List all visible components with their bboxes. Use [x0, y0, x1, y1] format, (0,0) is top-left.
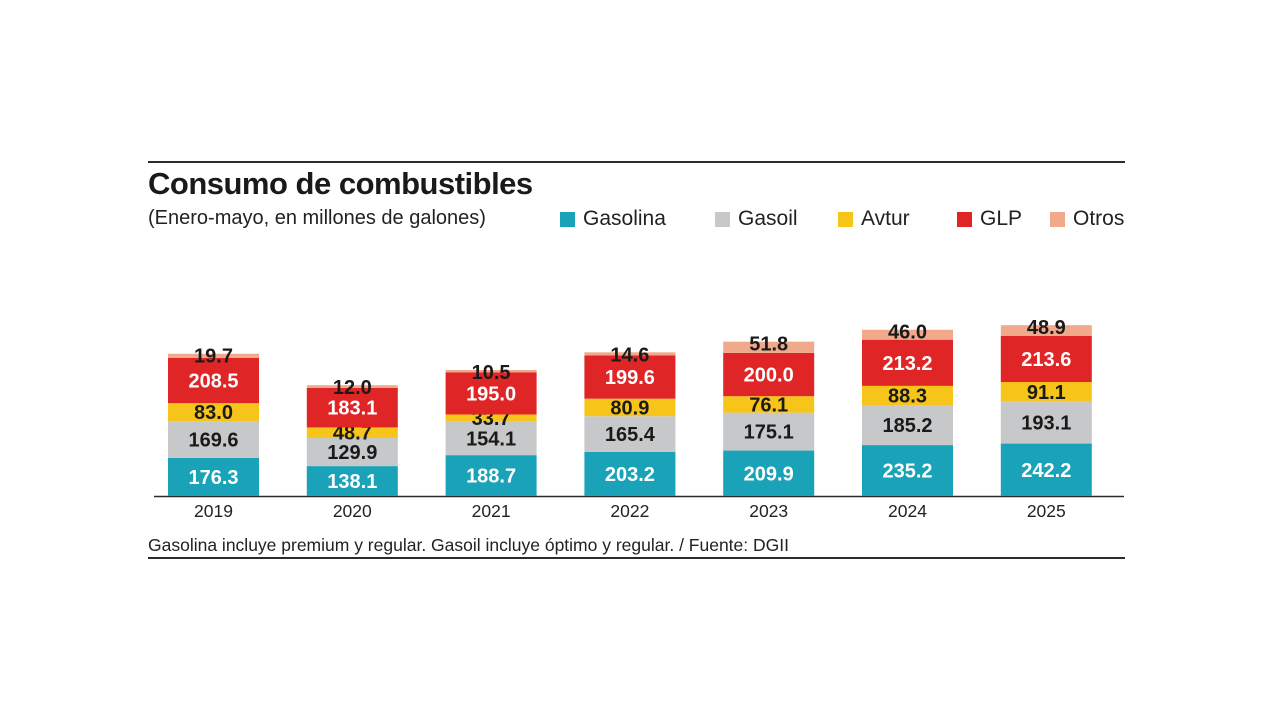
bar-segment-otros-2020 — [306, 385, 398, 388]
bar-segment-gasolina-2022 — [584, 452, 676, 496]
data-label-avtur-2024: 88.3 — [888, 385, 927, 407]
bar-segment-gasolina-2020 — [306, 466, 398, 496]
data-label-gasoil-2025: 193.1 — [1021, 413, 1071, 435]
bar-segment-gasoil-2021 — [445, 421, 537, 456]
legend-item-otros: Otros — [1050, 207, 1124, 231]
x-tick-label-2020: 2020 — [333, 501, 372, 521]
bar-segment-avtur-2019 — [168, 403, 259, 422]
data-label-gasolina-2023: 209.9 — [744, 463, 794, 485]
legend-label-gasoil: Gasoil — [738, 207, 798, 230]
data-label-glp-2025: 213.6 — [1021, 349, 1071, 371]
chart-subtitle: (Enero-mayo, en millones de galones) — [148, 207, 486, 229]
data-label-otros-2023: 51.8 — [749, 334, 788, 356]
bottom-rule — [148, 557, 1125, 559]
legend-label-gasolina: Gasolina — [583, 207, 666, 230]
bar-segment-otros-2025 — [1000, 325, 1092, 336]
data-label-gasolina-2021: 188.7 — [466, 466, 516, 488]
data-label-gasoil-2024: 185.2 — [882, 415, 932, 437]
bar-segment-avtur-2023 — [723, 396, 815, 413]
bar-segment-otros-2022 — [584, 352, 676, 356]
legend-swatch-gasoil — [715, 211, 730, 227]
data-label-otros-2025: 48.9 — [1027, 317, 1066, 339]
data-label-glp-2022: 199.6 — [605, 367, 655, 389]
bar-segment-avtur-2022 — [584, 398, 676, 417]
legend-label-avtur: Avtur — [861, 207, 910, 230]
legend-item-glp: GLP — [957, 207, 1022, 231]
bar-segment-avtur-2021 — [445, 414, 537, 422]
data-label-gasoil-2021: 154.1 — [466, 428, 516, 450]
footnote: Gasolina incluye premium y regular. Gaso… — [148, 535, 789, 555]
data-label-glp-2020: 183.1 — [327, 398, 377, 420]
data-label-gasolina-2022: 203.2 — [605, 464, 655, 486]
data-label-gasoil-2020: 129.9 — [327, 442, 377, 464]
bar-segment-glp-2025 — [1000, 335, 1092, 383]
data-label-otros-2019: 19.7 — [194, 346, 233, 368]
bar-segment-glp-2021 — [445, 372, 537, 415]
bar-segment-glp-2019 — [168, 358, 259, 404]
legend-item-avtur: Avtur — [838, 207, 910, 231]
x-tick-label-2023: 2023 — [749, 501, 788, 521]
data-label-glp-2023: 200.0 — [744, 365, 794, 387]
legend-swatch-avtur — [838, 211, 853, 227]
data-label-avtur-2023: 76.1 — [749, 394, 788, 416]
data-label-gasolina-2024: 235.2 — [882, 461, 932, 483]
bar-segment-gasoil-2025 — [1000, 401, 1092, 444]
legend-item-gasolina: Gasolina — [560, 207, 666, 231]
x-tick-label-2025: 2025 — [1027, 501, 1066, 521]
bar-segment-otros-2024 — [862, 329, 953, 340]
data-label-gasoil-2023: 175.1 — [744, 422, 794, 444]
legend: Gasolina Gasoil Avtur GLP Otros — [560, 207, 1126, 233]
bar-segment-avtur-2020 — [306, 427, 398, 438]
legend-label-glp: GLP — [980, 207, 1023, 230]
data-label-gasolina-2020: 138.1 — [327, 471, 377, 493]
data-label-avtur-2020: 48.7 — [333, 423, 372, 445]
legend-label-otros: Otros — [1073, 207, 1125, 230]
bar-segment-glp-2024 — [862, 339, 953, 386]
data-label-otros-2024: 46.0 — [888, 322, 927, 344]
bar-segment-avtur-2024 — [862, 385, 953, 405]
data-label-glp-2021: 195.0 — [466, 383, 516, 405]
top-rule — [148, 161, 1125, 163]
bar-segment-gasolina-2024 — [862, 445, 953, 496]
bar-segment-gasolina-2021 — [445, 455, 537, 496]
data-label-gasolina-2019: 176.3 — [188, 467, 238, 489]
bar-segment-gasoil-2020 — [306, 437, 398, 467]
bar-segment-gasolina-2019 — [168, 457, 259, 496]
x-tick-label-2021: 2021 — [472, 501, 511, 521]
data-label-avtur-2019: 83.0 — [194, 402, 233, 424]
legend-swatch-glp — [957, 211, 972, 227]
bar-segment-gasoil-2022 — [584, 416, 676, 453]
bar-segment-gasoil-2019 — [168, 421, 259, 458]
data-label-gasoil-2019: 169.6 — [188, 429, 238, 451]
data-label-otros-2022: 14.6 — [610, 344, 649, 366]
data-label-otros-2021: 10.5 — [472, 362, 511, 384]
bar-segment-glp-2023 — [723, 352, 815, 397]
data-label-gasolina-2025: 242.2 — [1021, 460, 1071, 482]
data-label-avtur-2022: 80.9 — [610, 397, 649, 419]
legend-item-gasoil: Gasoil — [715, 207, 798, 231]
bar-segment-otros-2021 — [445, 369, 537, 373]
data-label-gasoil-2022: 165.4 — [605, 424, 656, 446]
bar-segment-gasolina-2025 — [1000, 443, 1092, 496]
x-tick-label-2022: 2022 — [610, 501, 649, 521]
bar-segment-otros-2023 — [723, 341, 815, 353]
data-label-otros-2020: 12.0 — [333, 377, 372, 399]
chart-title: Consumo de combustibles — [148, 166, 533, 201]
data-label-avtur-2025: 91.1 — [1027, 382, 1066, 404]
x-tick-label-2019: 2019 — [194, 501, 233, 521]
data-label-glp-2024: 213.2 — [882, 353, 932, 375]
legend-swatch-otros — [1050, 211, 1065, 227]
bar-segment-avtur-2025 — [1000, 382, 1092, 402]
bar-segment-otros-2019 — [168, 353, 259, 359]
bar-segment-gasoil-2023 — [723, 412, 815, 451]
legend-swatch-gasolina — [560, 211, 575, 227]
bar-segment-gasolina-2023 — [723, 450, 815, 496]
x-tick-label-2024: 2024 — [888, 501, 927, 521]
bar-segment-glp-2020 — [306, 387, 398, 428]
data-label-glp-2019: 208.5 — [188, 371, 238, 393]
bar-segment-gasoil-2024 — [862, 404, 953, 446]
bar-segment-glp-2022 — [584, 355, 676, 399]
